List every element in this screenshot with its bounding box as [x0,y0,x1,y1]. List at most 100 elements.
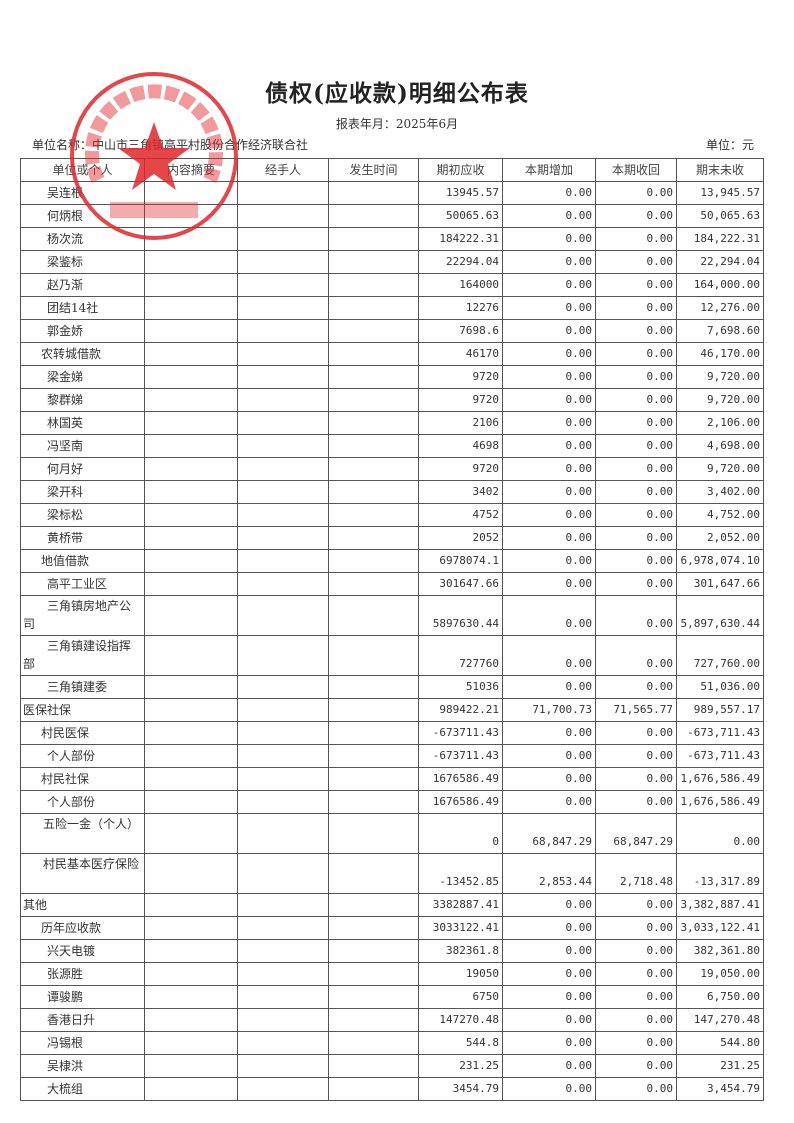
cell-name: 冯坚南 [20,434,145,458]
cell-inc: 0.00 [502,250,596,274]
cell-inc: 0.00 [502,1031,596,1055]
cell-rec: 0.00 [595,962,677,986]
cell-rec: 0.00 [595,503,677,527]
cell-open: 19050 [418,962,503,986]
cell-rec: 0.00 [595,572,677,596]
cell-empty [144,434,238,458]
cell-open: 7698.6 [418,319,503,343]
cell-rec: 0.00 [595,273,677,297]
cell-empty [237,411,329,435]
table-row: 其他 3382887.41 0.00 0.00 3,382,887.41 [20,893,764,917]
table-row: 黄桥带 2052 0.00 0.00 2,052.00 [20,526,764,550]
cell-rec: 0.00 [595,939,677,963]
cell-open: 4698 [418,434,503,458]
cell-empty [237,635,329,676]
cell-rec: 71,565.77 [595,698,677,722]
cell-name: 高平工业区 [20,572,145,596]
cell-name: 何炳根 [20,204,145,228]
cell-close: 1,676,586.49 [676,767,764,791]
cell-empty [237,227,329,251]
cell-inc: 2,853.44 [502,853,596,894]
table-row: 杨次流 184222.31 0.00 0.00 184,222.31 [20,227,764,251]
cell-open: 4752 [418,503,503,527]
column-header: 内容摘要 [144,158,238,182]
cell-rec: 0.00 [595,916,677,940]
cell-empty [144,962,238,986]
cell-empty [144,595,238,636]
cell-name: 梁鉴标 [20,250,145,274]
cell-name: 三角镇建委 [20,675,145,699]
cell-inc: 0.00 [502,296,596,320]
cell-rec: 0.00 [595,227,677,251]
cell-inc: 0.00 [502,962,596,986]
cell-empty [237,503,329,527]
cell-rec: 2,718.48 [595,853,677,894]
cell-empty [328,503,419,527]
cell-open: 22294.04 [418,250,503,274]
cell-empty [328,388,419,412]
cell-close: 6,978,074.10 [676,549,764,573]
cell-close: 544.80 [676,1031,764,1055]
cell-empty [328,319,419,343]
cell-rec: 0.00 [595,204,677,228]
cell-rec: 0.00 [595,595,677,636]
cell-close: 301,647.66 [676,572,764,596]
cell-empty [237,675,329,699]
cell-empty [237,721,329,745]
cell-name: 谭骏鹏 [20,985,145,1009]
cell-inc: 0.00 [502,767,596,791]
cell-empty [328,893,419,917]
cell-empty [237,572,329,596]
cell-rec: 0.00 [595,985,677,1009]
cell-empty [237,853,329,894]
cell-empty [328,204,419,228]
table-row: 吴棣洪 231.25 0.00 0.00 231.25 [20,1054,764,1078]
cell-close: 231.25 [676,1054,764,1078]
cell-empty [237,434,329,458]
cell-empty [328,675,419,699]
cell-rec: 0.00 [595,1008,677,1032]
table-row: 兴天电镀 382361.8 0.00 0.00 382,361.80 [20,939,764,963]
cell-empty [144,698,238,722]
cell-close: 6,750.00 [676,985,764,1009]
cell-close: 9,720.00 [676,365,764,389]
cell-open: 544.8 [418,1031,503,1055]
cell-rec: 0.00 [595,388,677,412]
cell-empty [144,1008,238,1032]
cell-rec: 0.00 [595,549,677,573]
cell-inc: 0.00 [502,273,596,297]
cell-open: 147270.48 [418,1008,503,1032]
cell-empty [237,388,329,412]
cell-rec: 0.00 [595,434,677,458]
cell-open: 301647.66 [418,572,503,596]
cell-name: 梁开科 [20,480,145,504]
cell-open: 3033122.41 [418,916,503,940]
cell-open: 184222.31 [418,227,503,251]
table-row: 林国英 2106 0.00 0.00 2,106.00 [20,411,764,435]
cell-close: -673,711.43 [676,721,764,745]
cell-empty [237,1077,329,1101]
cell-empty [328,767,419,791]
cell-empty [144,985,238,1009]
cell-inc: 0.00 [502,893,596,917]
cell-empty [328,1077,419,1101]
cell-empty [144,893,238,917]
cell-inc: 0.00 [502,365,596,389]
cell-empty [144,721,238,745]
cell-inc: 0.00 [502,744,596,768]
cell-close: 22,294.04 [676,250,764,274]
cell-empty [328,181,419,205]
cell-empty [237,296,329,320]
cell-name: 黄桥带 [20,526,145,550]
cell-empty [144,853,238,894]
cell-close: 3,382,887.41 [676,893,764,917]
cell-rec: 0.00 [595,526,677,550]
cell-inc: 0.00 [502,916,596,940]
cell-empty [328,790,419,814]
cell-open: 1676586.49 [418,790,503,814]
cell-rec: 0.00 [595,457,677,481]
cell-open: 9720 [418,388,503,412]
column-header: 本期增加 [502,158,596,182]
cell-close: 727,760.00 [676,635,764,676]
cell-close: 13,945.57 [676,181,764,205]
